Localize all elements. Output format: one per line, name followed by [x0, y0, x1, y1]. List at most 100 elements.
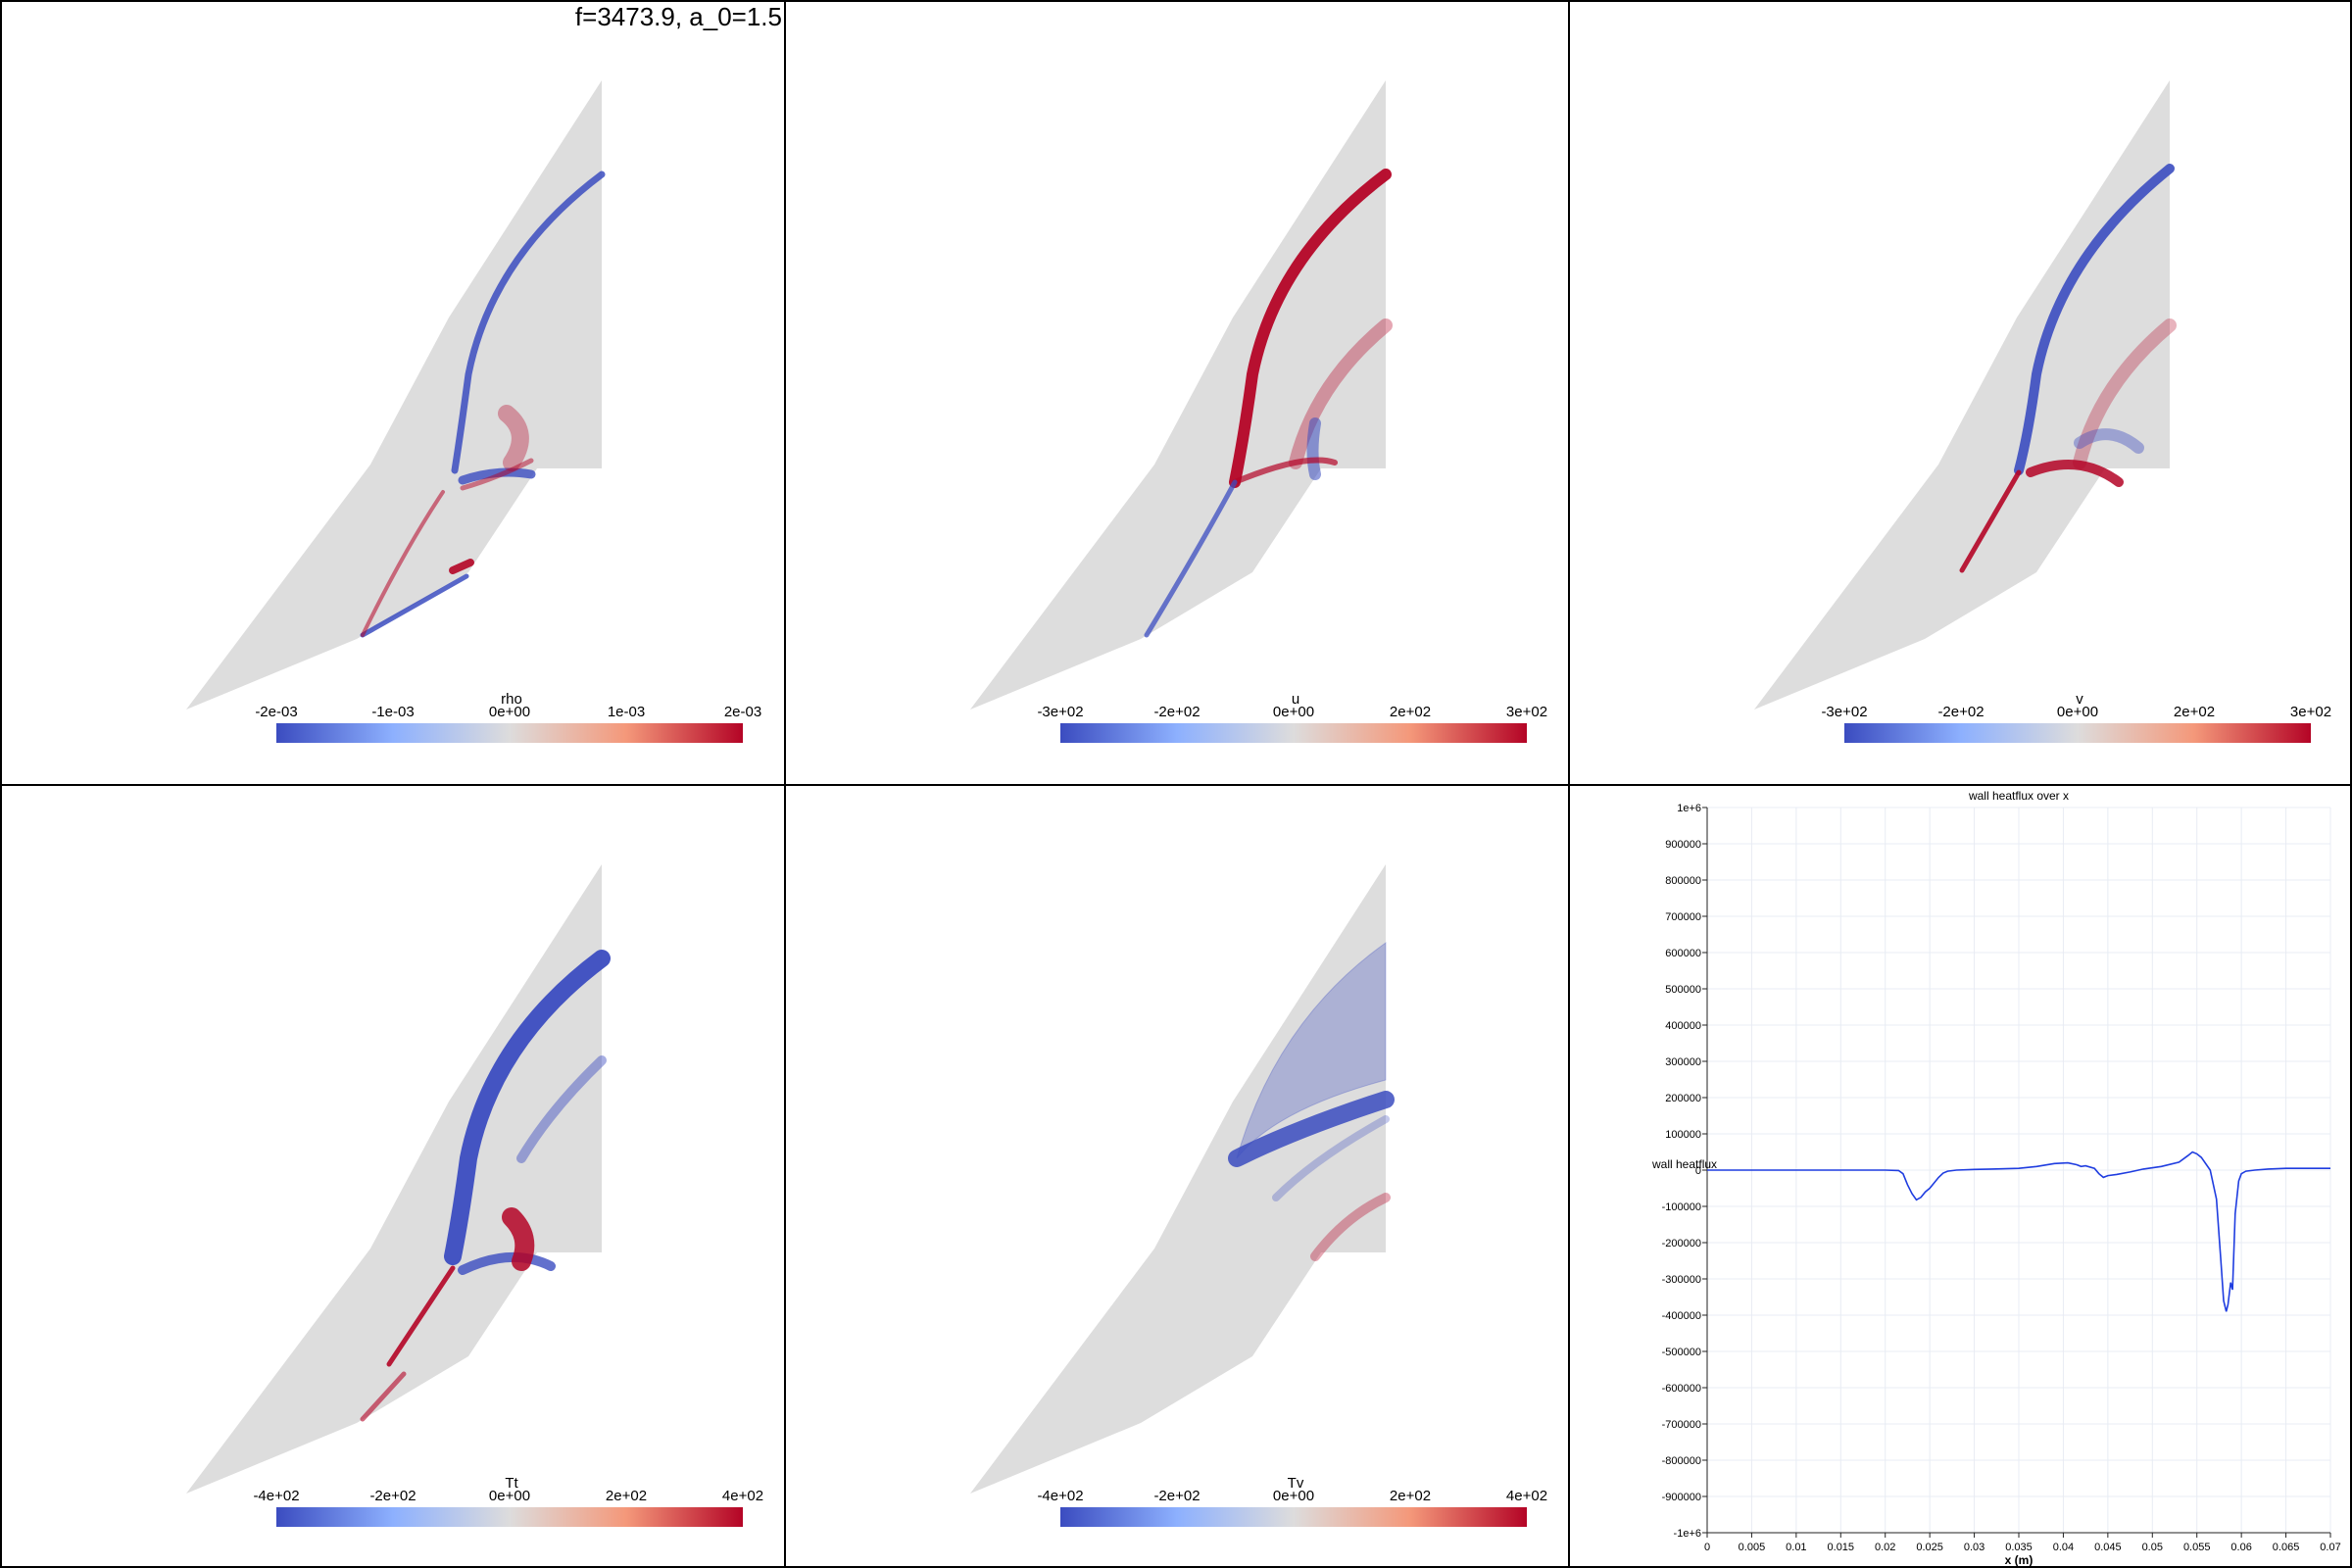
colorbar-Tv [1060, 1507, 1527, 1527]
colorbar-tick-label: -4e+02 [253, 1488, 300, 1504]
colorbar-tick-label: 0e+00 [1272, 1488, 1315, 1504]
flow-feature [1144, 479, 1238, 638]
y-tick-label: 800000 [1665, 875, 1701, 887]
x-tick-label: 0.07 [2320, 1542, 2340, 1553]
panel-tv: Tv -4e+02 -2e+02 0e+00 2e+02 4e+02 [784, 784, 1570, 1568]
flow-feature [1229, 169, 1392, 488]
chart-title: wall heatflux over x [1968, 789, 2069, 803]
colorbar-tick-label: -2e+02 [1937, 704, 1984, 720]
flow-feature [1310, 1193, 1391, 1261]
y-tick-label: -300000 [1662, 1274, 1701, 1286]
panel-tt: Tt -4e+02 -2e+02 0e+00 2e+02 4e+02 [0, 784, 786, 1568]
x-tick-label: 0.055 [2183, 1542, 2211, 1553]
colorbar-Tt [276, 1507, 743, 1527]
flow-feature [460, 458, 534, 491]
x-tick-label: 0.025 [1916, 1542, 1943, 1553]
y-tick-label: -700000 [1662, 1419, 1701, 1431]
colorbar-tick-label: -2e+02 [369, 1488, 416, 1504]
colorbar-tick-label: 0e+00 [488, 704, 531, 720]
colorbar-title: Tv [1287, 1475, 1304, 1492]
colorbar-tick-label: -2e+02 [1153, 704, 1200, 720]
heatflux-series-line [1707, 1151, 2330, 1312]
y-tick-label: 500000 [1665, 984, 1701, 996]
x-tick-label: 0.045 [2094, 1542, 2122, 1553]
colorbar-tick-label: -3e+02 [1037, 704, 1084, 720]
flow-feature [444, 950, 611, 1265]
y-tick-label: -400000 [1662, 1310, 1701, 1322]
flow-domain [1754, 80, 2170, 710]
flow-domain [970, 864, 1386, 1494]
field-contour-Tv [970, 864, 1395, 1494]
colorbar-title: v [2076, 691, 2083, 708]
colorbar-u [1060, 723, 1527, 743]
x-tick-label: 0.05 [2142, 1542, 2163, 1553]
colorbar-tick-label: 0e+00 [488, 1488, 531, 1504]
flow-feature [498, 405, 529, 471]
colorbar-tick-label: 3e+02 [2289, 704, 2332, 720]
y-tick-label: -1e+6 [1674, 1528, 1701, 1540]
y-tick-label: 700000 [1665, 911, 1701, 923]
flow-feature [502, 1207, 535, 1271]
flow-feature [449, 559, 474, 574]
colorbar-tick-label: 2e+02 [1389, 1488, 1432, 1504]
colorbar-title: Tt [505, 1475, 518, 1492]
colorbar-tick-label: 3e+02 [1505, 704, 1548, 720]
y-axis-label: wall heatflux [1651, 1157, 1717, 1171]
colorbar-tick-label: 0e+00 [1272, 704, 1315, 720]
flow-feature [386, 1265, 456, 1367]
colorbar-tick-label: 0e+00 [2056, 704, 2099, 720]
panel-v: v -3e+02 -2e+02 0e+00 2e+02 3e+02 [1568, 0, 2352, 786]
flow-domain [186, 864, 602, 1494]
flow-feature [458, 467, 536, 485]
flow-feature [360, 573, 469, 638]
y-tick-label: 400000 [1665, 1020, 1701, 1032]
flow-feature [1272, 1115, 1390, 1201]
x-tick-label: 0.06 [2230, 1542, 2251, 1553]
colorbar-tick-label: -2e-03 [255, 704, 298, 720]
x-tick-label: 0.02 [1875, 1542, 1895, 1553]
colorbar-v [1844, 723, 2311, 743]
x-tick-label: 0.005 [1739, 1542, 1766, 1553]
window-title: f=3473.9, a_0=1.5 [574, 2, 782, 31]
field-contour-u [970, 80, 1393, 710]
y-tick-label: 600000 [1665, 948, 1701, 959]
heatflux-line-chart: 1e+6 900000 800000 700000 600000 500000 400000… [1651, 789, 2341, 1566]
colorbar-tick-label: -1e-03 [371, 704, 415, 720]
field-contour-rho [186, 80, 606, 710]
panel-heatflux-plot: 1e+6 900000 800000 700000 600000 500000 400000… [1568, 784, 2352, 1568]
y-tick-label: 200000 [1665, 1093, 1701, 1104]
x-tick-label: 0.04 [2053, 1542, 2074, 1553]
flow-feature [1228, 1091, 1395, 1167]
y-tick-label: -100000 [1662, 1201, 1701, 1213]
colorbar-tick-label: -3e+02 [1821, 704, 1868, 720]
flow-feature [451, 171, 606, 474]
colorbar-tick-label: 1e-03 [607, 704, 646, 720]
flow-feature [2014, 164, 2175, 475]
colorbar-rho [276, 723, 743, 743]
flow-feature [361, 490, 445, 637]
y-tick-label: -500000 [1662, 1347, 1701, 1358]
flow-feature [1306, 417, 1321, 480]
y-tick-label: -200000 [1662, 1238, 1701, 1250]
x-tick-label: 0.065 [2273, 1542, 2300, 1553]
field-contour-v [1754, 80, 2177, 710]
x-tick-label: 0.015 [1828, 1542, 1855, 1553]
colorbar-tick-label: 2e+02 [2173, 704, 2216, 720]
y-tick-label: -900000 [1662, 1492, 1701, 1503]
y-tick-label: -800000 [1662, 1455, 1701, 1467]
flow-feature [1232, 457, 1338, 485]
field-contour-Tt [186, 864, 611, 1494]
colorbar-tick-label: 2e+02 [1389, 704, 1432, 720]
flow-feature [1959, 469, 2022, 573]
panel-u: u -3e+02 -2e+02 0e+00 2e+02 3e+02 [784, 0, 1570, 786]
flow-domain [186, 80, 602, 710]
colorbar-tick-label: 4e+02 [1505, 1488, 1548, 1504]
colorbar-tick-label: -4e+02 [1037, 1488, 1084, 1504]
y-tick-label: 100000 [1665, 1129, 1701, 1141]
colorbar-title: u [1291, 691, 1300, 708]
flow-feature [458, 1252, 556, 1275]
y-tick-label: 1e+6 [1677, 803, 1701, 814]
flow-feature [2026, 460, 2124, 487]
y-tick-label: -600000 [1662, 1383, 1701, 1395]
y-tick-label: 900000 [1665, 839, 1701, 851]
